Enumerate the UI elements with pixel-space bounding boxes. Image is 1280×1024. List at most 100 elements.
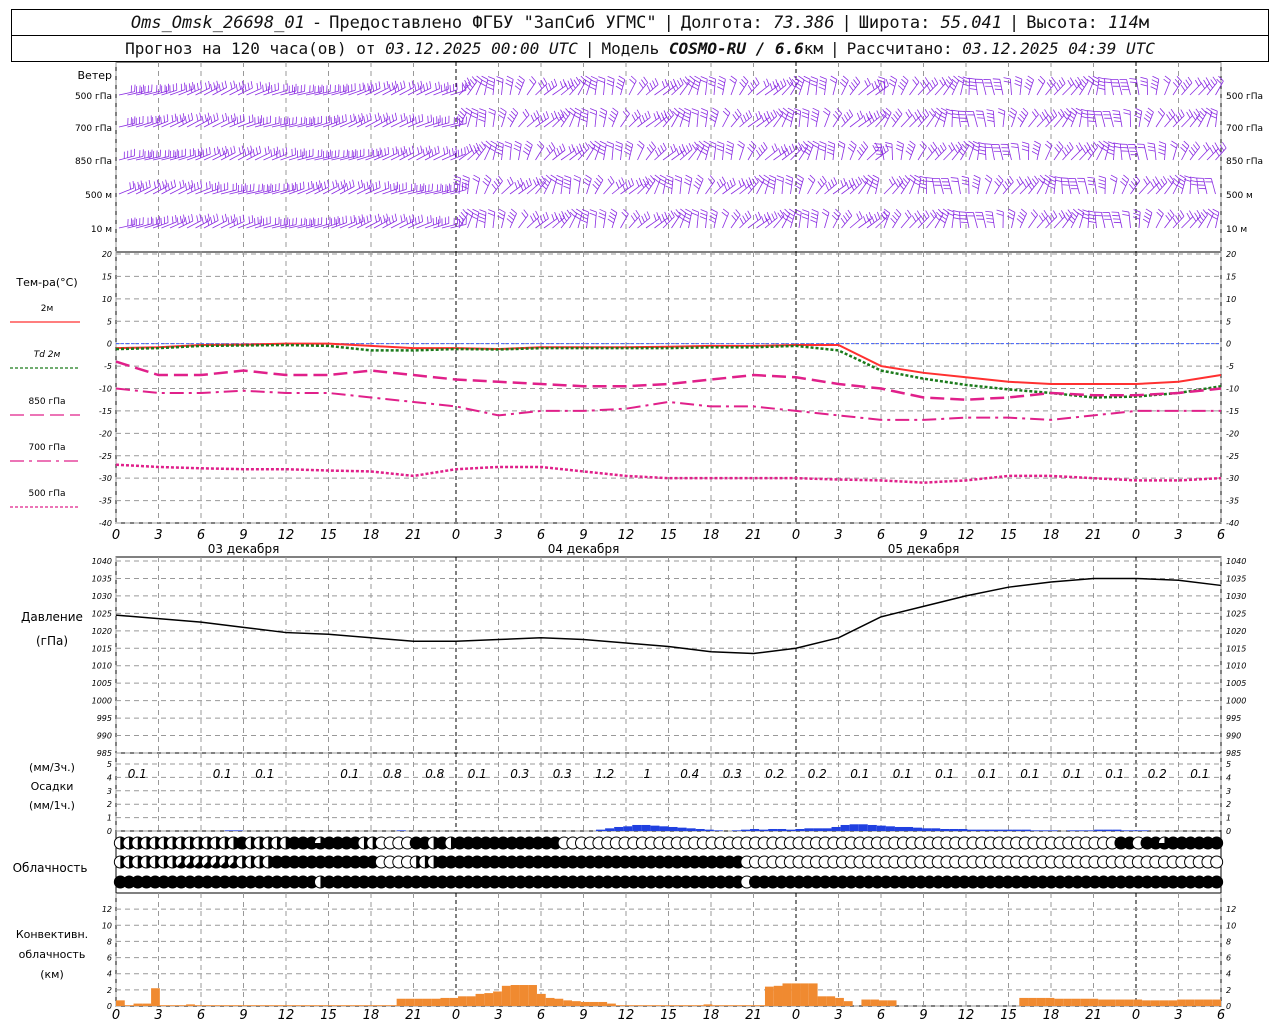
wind-barb xyxy=(917,114,930,128)
wind-barb-feather xyxy=(386,213,389,221)
wind-barb-feather xyxy=(540,115,544,122)
wind-barb-feather xyxy=(409,114,412,122)
wind-barb-feather xyxy=(218,83,221,91)
conv-unit: (км) xyxy=(40,968,64,981)
wind-barb-feather xyxy=(1054,146,1060,153)
wind-barb xyxy=(518,214,529,229)
wind-barb xyxy=(645,117,660,128)
wind-barb xyxy=(399,120,415,128)
wind-barb-feather xyxy=(826,151,834,155)
wind-barb-feather xyxy=(565,108,571,115)
wind-barb-feather xyxy=(383,215,386,223)
wind-barb-feather xyxy=(509,176,514,184)
wind-barb xyxy=(135,91,152,96)
wind-barb-feather xyxy=(1069,214,1076,221)
wind-barb-feather xyxy=(1034,175,1039,182)
precip-tick-left: 0 xyxy=(107,827,112,836)
wind-barb-feather xyxy=(434,147,437,155)
wind-barb-feather xyxy=(678,146,683,153)
wind-barb-feather xyxy=(786,175,793,179)
pressure-tick-right: 1025 xyxy=(1226,609,1246,618)
wind-barb-feather xyxy=(843,178,847,185)
pressure-tick-right: 990 xyxy=(1226,732,1241,741)
wind-barb xyxy=(305,187,321,195)
wind-barb-feather xyxy=(708,83,715,87)
wind-barb xyxy=(577,178,581,195)
conv-bar xyxy=(1028,997,1037,1006)
wind-barb-feather xyxy=(1048,185,1055,189)
wind-barb-feather xyxy=(684,212,692,217)
wind-barb-feather xyxy=(961,175,969,179)
wind-barb-feather xyxy=(459,110,465,117)
wind-barb-feather xyxy=(204,114,207,122)
conv-tick-right: 6 xyxy=(1226,954,1231,963)
wind-barb xyxy=(220,87,236,96)
wind-barb-feather xyxy=(802,209,810,213)
wind-barb xyxy=(900,180,911,195)
conv-bar xyxy=(721,1005,730,1006)
wind-barb-feather xyxy=(581,111,588,115)
wind-barb xyxy=(135,156,152,161)
conv-bar xyxy=(703,1004,713,1006)
wind-barb xyxy=(314,223,331,229)
wind-barb xyxy=(1206,148,1219,161)
wind-barb-feather xyxy=(810,118,818,123)
wind-barb-feather xyxy=(1087,113,1095,116)
conv-bar xyxy=(519,985,529,1006)
wind-barb xyxy=(433,152,449,161)
wind-barb-feather xyxy=(747,210,752,218)
wind-barb xyxy=(560,178,564,195)
wind-barb-feather xyxy=(934,77,939,84)
precip-tick-right: 2 xyxy=(1226,800,1231,809)
wind-barb-feather xyxy=(898,175,904,183)
wind-barb-feather xyxy=(618,75,625,80)
wind-barb xyxy=(1135,79,1140,96)
wind-barb-feather xyxy=(1021,141,1029,145)
wind-barb xyxy=(824,144,827,161)
x-tick-label: 6 xyxy=(197,528,205,543)
wind-barb xyxy=(246,121,262,128)
wind-barb-feather xyxy=(674,175,682,179)
wind-barb-feather xyxy=(1120,181,1127,187)
precip-bar xyxy=(913,827,923,831)
wind-barb-feather xyxy=(557,111,562,119)
wind-barb-feather xyxy=(1098,175,1106,179)
wind-barb-feather xyxy=(634,111,639,119)
wind-barb xyxy=(1053,216,1066,229)
wind-barb-feather xyxy=(743,114,747,122)
wind-barb-feather xyxy=(985,210,993,213)
wind-barb-feather xyxy=(467,81,473,88)
wind-barb xyxy=(271,90,288,96)
wind-barb xyxy=(1010,79,1012,96)
wind-barb-feather xyxy=(1034,108,1039,115)
wind-barb-feather xyxy=(1158,148,1166,152)
wind-barb-feather xyxy=(734,111,740,118)
wind-barb-feather xyxy=(357,181,361,189)
conv-bar xyxy=(1063,998,1072,1006)
wind-barb xyxy=(543,117,558,128)
wind-barb-feather xyxy=(920,215,925,222)
wind-barb-feather xyxy=(160,217,162,226)
x-tick-label: 21 xyxy=(1085,528,1102,543)
wind-barb-feather xyxy=(650,175,656,181)
wind-barb-feather xyxy=(777,82,781,90)
conv-bar xyxy=(124,1005,134,1006)
wind-barb xyxy=(875,178,880,195)
wind-barb-feather xyxy=(466,145,470,153)
wind-barb xyxy=(985,178,993,195)
wind-barb-feather xyxy=(835,208,841,215)
wind-barb-feather xyxy=(1039,174,1046,181)
wind-barb-feather xyxy=(833,211,840,218)
wind-barb-feather xyxy=(285,147,288,155)
wind-barb-feather xyxy=(239,215,242,224)
wind-barb xyxy=(931,178,936,195)
wind-barb-feather xyxy=(1021,110,1027,117)
wind-barb-feather xyxy=(855,179,860,186)
x-tick-label: 12 xyxy=(958,528,975,543)
wind-barb-feather xyxy=(249,150,252,158)
wind-barb-feather xyxy=(538,140,545,147)
wind-barb-feather xyxy=(1186,111,1191,119)
wind-barb-feather xyxy=(1123,108,1131,112)
wind-barb-feather xyxy=(241,85,244,93)
wind-barb xyxy=(195,220,210,229)
